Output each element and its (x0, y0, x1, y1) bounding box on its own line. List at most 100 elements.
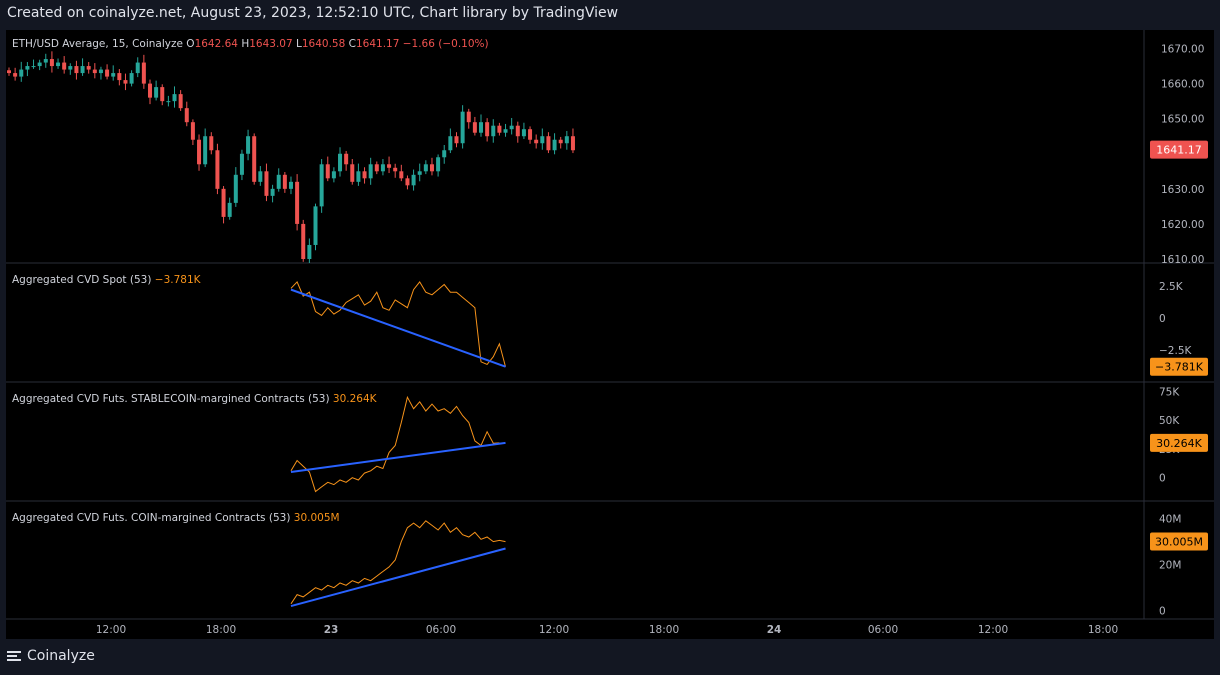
candle (460, 111, 465, 144)
candle (399, 171, 404, 179)
candle (86, 66, 91, 70)
candle (491, 125, 496, 137)
candle (68, 66, 73, 70)
candle (154, 87, 159, 98)
candle (552, 139, 557, 151)
candle (37, 62, 42, 67)
last-price-label: 1641.17 (1156, 144, 1202, 157)
candle (356, 171, 361, 182)
candle (62, 62, 67, 70)
chart-area[interactable]: 1670.001660.001650.001640.001630.001620.… (6, 30, 1214, 639)
candle (472, 122, 477, 133)
coinalyze-logo-icon (7, 650, 23, 662)
candle (528, 129, 533, 140)
time-tick-label: 24 (767, 624, 782, 636)
time-tick-label: 06:00 (426, 624, 456, 636)
chart-svg: 1670.001660.001650.001640.001630.001620.… (6, 30, 1214, 636)
candle (313, 206, 318, 245)
candle (405, 178, 410, 186)
cvd-legend: Aggregated CVD Futs. COIN-margined Contr… (12, 512, 340, 524)
candle (546, 136, 551, 151)
price-tick-label: 1610.00 (1161, 254, 1204, 266)
candle (233, 174, 238, 203)
cvd-line (290, 395, 500, 493)
candle (282, 174, 287, 189)
candle (295, 181, 300, 224)
cvd-line (290, 281, 506, 367)
candle (540, 136, 545, 144)
candle (288, 181, 293, 189)
candle (166, 101, 171, 103)
candle (338, 153, 343, 172)
candle (515, 125, 520, 137)
trend-line (290, 547, 506, 608)
candle (215, 150, 220, 189)
candle (344, 153, 349, 165)
cvd-value-badge (1150, 357, 1208, 376)
candle (368, 164, 373, 179)
brand-name: Coinalyze (27, 648, 95, 664)
candle (442, 150, 447, 158)
cvd-tick-label: −2.5K (1159, 345, 1192, 357)
chart-caption: Created on coinalyze.net, August 23, 202… (7, 5, 619, 21)
candle (411, 174, 416, 186)
candle (190, 122, 195, 140)
candle (160, 87, 165, 102)
candle (111, 73, 116, 77)
time-tick-label: 12:00 (978, 624, 1008, 636)
candle (117, 73, 122, 81)
candle (362, 171, 367, 179)
candle (534, 139, 539, 144)
cvd-value-label: 30.264K (1156, 437, 1202, 450)
candle (141, 62, 146, 84)
time-tick-label: 18:00 (649, 624, 679, 636)
candle (454, 136, 459, 144)
candle (31, 66, 36, 68)
cvd-value-label: −3.781K (1155, 361, 1204, 374)
candle (178, 94, 183, 109)
candle (374, 164, 379, 172)
candle (264, 171, 269, 196)
time-tick-label: 06:00 (868, 624, 898, 636)
candle (252, 136, 257, 182)
cvd-tick-label: 75K (1159, 386, 1180, 398)
candle (129, 73, 134, 84)
candle (209, 136, 214, 151)
footer-brand[interactable]: Coinalyze (7, 648, 95, 664)
last-price-badge (1150, 140, 1208, 159)
candle (98, 69, 103, 74)
candle (429, 164, 434, 172)
candle (485, 122, 490, 137)
candles-group (7, 51, 575, 263)
time-tick-label: 18:00 (1088, 624, 1118, 636)
candle (276, 174, 281, 189)
candle (301, 223, 306, 259)
candle (56, 62, 61, 67)
candle (270, 188, 275, 196)
time-tick-label: 18:00 (206, 624, 236, 636)
candle (331, 171, 336, 179)
cvd-tick-label: 0 (1159, 606, 1166, 618)
price-tick-label: 1620.00 (1161, 219, 1204, 231)
candle (221, 188, 226, 217)
price-tick-label: 1670.00 (1161, 44, 1204, 56)
candle (380, 164, 385, 172)
candle (172, 94, 177, 102)
candle (184, 108, 189, 123)
trend-line (290, 441, 506, 473)
price-tick-label: 1650.00 (1161, 114, 1204, 126)
cvd-value-badge (1150, 433, 1208, 452)
candle (448, 136, 453, 151)
candle (558, 139, 563, 144)
candle (436, 157, 441, 172)
cvd-tick-label: 0 (1159, 473, 1166, 485)
cvd-tick-label: 50K (1159, 415, 1180, 427)
candle (49, 59, 54, 67)
candle (13, 73, 18, 77)
candle (197, 139, 202, 165)
candle (393, 167, 398, 172)
cvd-value-badge (1150, 532, 1208, 551)
candle (19, 69, 24, 77)
candle (258, 171, 263, 182)
candle (350, 164, 355, 182)
